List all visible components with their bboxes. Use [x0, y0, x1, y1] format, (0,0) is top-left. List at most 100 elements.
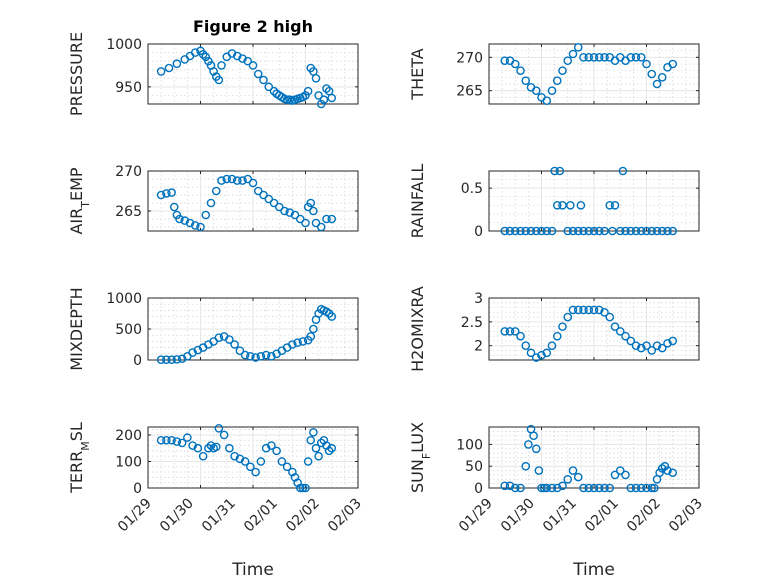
data-point [668, 59, 678, 69]
data-point [505, 327, 515, 336]
data-point [222, 174, 232, 184]
data-point [668, 226, 678, 236]
data-point [156, 67, 166, 76]
data-point [652, 79, 662, 89]
y-tick-label: 2 [474, 339, 483, 355]
data-point [589, 226, 599, 236]
data-point [253, 69, 263, 79]
data-point [636, 343, 646, 353]
data-point [531, 86, 541, 95]
data-point [568, 466, 578, 475]
data-point [219, 430, 229, 440]
data-point [626, 336, 636, 346]
data-point [180, 216, 190, 225]
data-point [576, 200, 586, 210]
data-point [324, 446, 334, 456]
data-point [594, 305, 604, 315]
data-point [542, 483, 552, 493]
subplot-3: 265 270 AIRTEMP [67, 164, 359, 235]
data-point [516, 66, 525, 75]
data-point [309, 206, 318, 216]
data-point [600, 53, 609, 62]
y-axis-label: TERRMSL [67, 422, 92, 494]
data-point [526, 83, 536, 92]
y-axis-label: AIRTEMP [67, 167, 92, 234]
data-point [185, 218, 195, 228]
data-point [579, 305, 588, 315]
data-point [621, 56, 630, 65]
data-point [537, 226, 546, 236]
data-point [505, 56, 515, 65]
data-point [201, 52, 211, 62]
data-point [531, 444, 541, 454]
data-point [314, 451, 323, 461]
data-point [175, 214, 184, 224]
data-point [615, 327, 625, 336]
data-point [301, 483, 310, 493]
data-point [568, 226, 578, 236]
data-point [547, 341, 557, 350]
data-point [301, 218, 310, 228]
data-point [206, 441, 216, 450]
y-axis-label: SUNFLUX [408, 422, 433, 493]
data-point [214, 75, 224, 85]
chart-title: Figure 2 high [193, 17, 313, 36]
data-point [259, 190, 268, 200]
x-tick-label: 02/03 [325, 496, 365, 536]
data-point [311, 73, 321, 83]
data-point [243, 56, 253, 66]
data-point [316, 99, 326, 109]
y-tick-label: 100 [456, 437, 483, 453]
data-point [558, 66, 567, 75]
data-point [240, 350, 250, 360]
data-point [568, 49, 578, 59]
data-point [547, 86, 557, 95]
data-point [610, 470, 620, 480]
data-point [594, 53, 604, 62]
data-point [589, 483, 599, 493]
data-point [240, 457, 250, 466]
x-axis-label: Time [231, 560, 274, 580]
x-tick-label: 01/31 [199, 496, 239, 536]
data-point [193, 443, 203, 453]
subplot-4: 0 0.5 RAINFALL [408, 164, 700, 240]
data-point [579, 53, 588, 62]
data-point [316, 222, 326, 232]
subplot-2: 265 270 THETA [408, 43, 700, 105]
data-point [615, 466, 625, 475]
data-point [510, 483, 520, 493]
data-point [162, 435, 171, 445]
data-point [251, 467, 260, 477]
data-point [626, 53, 636, 62]
data-point [529, 431, 538, 441]
data-point [177, 438, 187, 448]
data-point [303, 86, 313, 96]
y-tick-label: 0 [474, 481, 483, 497]
data-point [552, 331, 562, 341]
x-tick-label: 02/02 [283, 496, 323, 536]
data-point [547, 226, 557, 236]
subplot-7: 0 100 200 01/29 01/30 01/31 02/01 02/02 02/03 TER… [67, 422, 365, 580]
data-point [626, 226, 636, 236]
data-point [172, 437, 182, 446]
data-point [537, 483, 546, 493]
data-point [563, 312, 573, 322]
y-tick-label: 265 [456, 84, 483, 100]
data-point [280, 206, 289, 216]
y-tick-label: 0 [474, 224, 483, 240]
x-tick-label: 01/30 [498, 496, 538, 536]
data-point [306, 435, 316, 445]
data-point [584, 226, 594, 236]
data-point [500, 226, 510, 236]
data-point [303, 457, 313, 466]
data-point [248, 178, 258, 188]
data-point [610, 200, 620, 210]
data-point [650, 483, 659, 493]
data-point [188, 348, 197, 357]
data-point [169, 202, 179, 212]
data-point [618, 166, 628, 176]
data-point [295, 214, 305, 224]
data-point [505, 481, 515, 491]
subplot-5: 0 500 1000 MIXDEPTH [67, 287, 359, 371]
data-point [167, 188, 176, 197]
